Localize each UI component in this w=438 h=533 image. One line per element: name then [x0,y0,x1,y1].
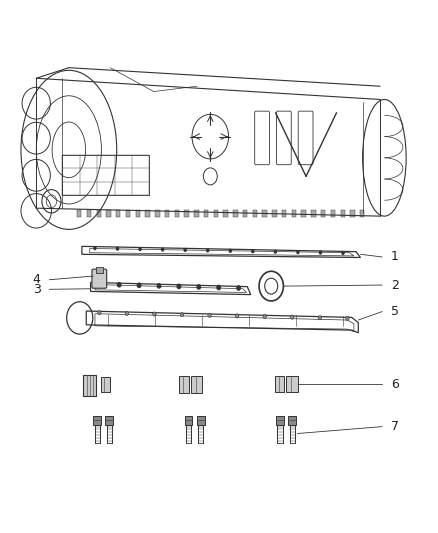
Circle shape [346,316,349,320]
FancyBboxPatch shape [272,211,276,217]
Circle shape [229,249,232,253]
FancyBboxPatch shape [288,416,296,424]
FancyBboxPatch shape [282,211,286,217]
Circle shape [116,246,119,251]
FancyBboxPatch shape [243,211,247,217]
Text: 5: 5 [391,305,399,318]
Circle shape [125,311,129,316]
FancyBboxPatch shape [262,211,267,217]
FancyBboxPatch shape [301,211,306,217]
FancyBboxPatch shape [275,376,284,392]
Circle shape [251,249,254,253]
Circle shape [184,248,187,252]
Circle shape [180,312,184,317]
FancyBboxPatch shape [93,416,101,424]
FancyBboxPatch shape [165,211,169,217]
Circle shape [208,313,211,317]
FancyBboxPatch shape [276,416,284,424]
FancyBboxPatch shape [185,416,192,424]
FancyBboxPatch shape [175,211,179,217]
Text: 6: 6 [391,378,399,391]
Circle shape [153,312,156,316]
FancyBboxPatch shape [191,376,202,393]
Text: 7: 7 [391,420,399,433]
Circle shape [341,251,345,255]
Circle shape [117,282,121,287]
FancyBboxPatch shape [214,211,218,217]
FancyBboxPatch shape [126,211,130,217]
Circle shape [157,284,161,288]
FancyBboxPatch shape [204,211,208,217]
Circle shape [138,247,142,251]
FancyBboxPatch shape [96,267,103,273]
FancyBboxPatch shape [340,211,345,217]
Circle shape [263,314,266,319]
FancyBboxPatch shape [292,211,296,217]
Circle shape [318,316,321,320]
FancyBboxPatch shape [223,211,228,217]
FancyBboxPatch shape [106,211,111,217]
FancyBboxPatch shape [311,211,316,217]
Circle shape [296,250,300,254]
FancyBboxPatch shape [194,211,198,217]
Circle shape [161,247,164,252]
FancyBboxPatch shape [101,377,110,392]
FancyBboxPatch shape [253,211,257,217]
FancyBboxPatch shape [360,211,364,217]
FancyBboxPatch shape [77,211,81,217]
Circle shape [93,246,97,251]
Circle shape [237,286,240,290]
Text: 2: 2 [391,279,399,292]
FancyBboxPatch shape [155,211,159,217]
FancyBboxPatch shape [233,211,237,217]
FancyBboxPatch shape [136,211,140,217]
FancyBboxPatch shape [106,416,113,424]
Text: 1: 1 [391,251,399,263]
FancyBboxPatch shape [350,211,355,217]
Circle shape [197,285,201,289]
Text: 3: 3 [33,283,41,296]
Circle shape [206,248,209,253]
Text: 4: 4 [33,273,41,286]
Circle shape [138,283,141,287]
FancyBboxPatch shape [116,211,120,217]
FancyBboxPatch shape [184,211,189,217]
Circle shape [98,282,101,286]
FancyBboxPatch shape [331,211,335,217]
FancyBboxPatch shape [179,376,188,393]
Circle shape [319,251,322,255]
Circle shape [235,314,239,318]
FancyBboxPatch shape [83,375,96,396]
FancyBboxPatch shape [92,269,107,288]
Circle shape [98,311,101,315]
FancyBboxPatch shape [286,376,298,392]
FancyBboxPatch shape [97,211,101,217]
Circle shape [274,249,277,254]
Circle shape [177,284,180,288]
FancyBboxPatch shape [145,211,150,217]
Circle shape [290,315,294,319]
FancyBboxPatch shape [321,211,325,217]
Circle shape [217,285,220,289]
FancyBboxPatch shape [87,211,91,217]
FancyBboxPatch shape [197,416,205,424]
